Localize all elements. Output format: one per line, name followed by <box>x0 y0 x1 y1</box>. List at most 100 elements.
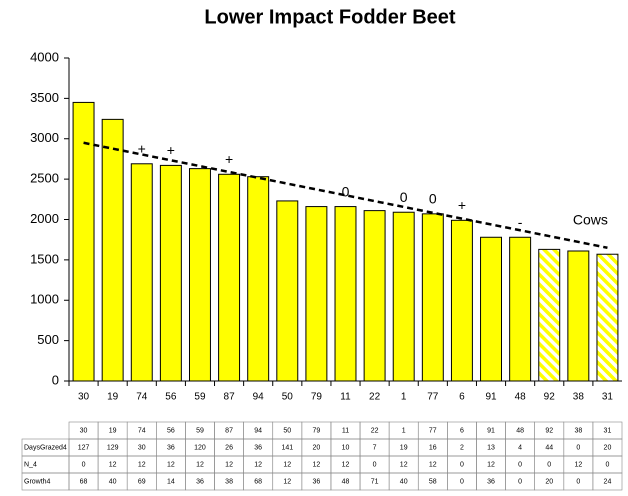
table-value: 12 <box>342 461 350 468</box>
bar <box>276 200 299 382</box>
x-tick-label: 48 <box>515 392 527 403</box>
bar <box>188 168 211 382</box>
x-tick-label: 19 <box>107 392 119 403</box>
table-value: 12 <box>254 461 262 468</box>
table-value: 127 <box>78 444 90 451</box>
table-header: 50 <box>283 427 291 434</box>
table-header: 56 <box>167 427 175 434</box>
table-value: 0 <box>605 461 609 468</box>
chart-title: Lower Impact Fodder Beet <box>204 6 455 28</box>
table-value: 0 <box>460 478 464 485</box>
table-header: 19 <box>109 427 117 434</box>
table-value: 12 <box>225 461 233 468</box>
table-value: 36 <box>254 444 262 451</box>
table-value: 12 <box>429 461 437 468</box>
bar <box>101 118 124 382</box>
table-header: 79 <box>312 427 320 434</box>
table-header: 1 <box>402 427 406 434</box>
table-value: 16 <box>429 444 437 451</box>
bar <box>363 210 386 382</box>
table-value: 7 <box>373 444 377 451</box>
x-tick-label: 56 <box>165 392 177 403</box>
table-header: 22 <box>371 427 379 434</box>
table-value: 120 <box>194 444 206 451</box>
table-header: 30 <box>80 427 88 434</box>
bar <box>130 163 153 382</box>
table-header: 11 <box>342 427 349 434</box>
table-value: 12 <box>400 461 408 468</box>
table-value: 38 <box>225 478 233 485</box>
table-header: 38 <box>574 427 582 434</box>
table-value: 36 <box>167 444 175 451</box>
annotation: + <box>458 197 466 213</box>
table-value: 36 <box>196 478 204 485</box>
x-tick-label: 22 <box>369 392 381 403</box>
table-value: 19 <box>400 444 408 451</box>
table-value: 58 <box>429 478 437 485</box>
x-tick-label: 38 <box>573 392 585 403</box>
table-header: 74 <box>138 427 146 434</box>
table-value: 12 <box>312 461 320 468</box>
table-value: 12 <box>196 461 204 468</box>
x-tick-label: 79 <box>311 392 323 403</box>
x-tick-label: 11 <box>340 392 351 403</box>
x-tick-label: 6 <box>459 392 465 403</box>
y-tick-label: 0 <box>52 372 59 387</box>
bar <box>596 253 619 382</box>
bar <box>480 236 503 382</box>
table-header: 94 <box>254 427 262 434</box>
table-value: 30 <box>138 444 146 451</box>
y-tick-label: 3000 <box>30 130 59 145</box>
y-tick-label: 2000 <box>30 211 59 226</box>
table-value: 141 <box>281 444 293 451</box>
y-tick-label: 2500 <box>30 171 59 186</box>
table-value: 12 <box>283 478 291 485</box>
bar <box>218 173 241 382</box>
table-value: 24 <box>604 478 612 485</box>
table-header: 87 <box>225 427 233 434</box>
table-value: 44 <box>545 444 553 451</box>
x-tick-label: 92 <box>544 392 556 403</box>
table-value: 0 <box>518 461 522 468</box>
bar <box>392 211 415 382</box>
bar <box>567 250 590 382</box>
bar <box>72 101 95 382</box>
table-value: 12 <box>138 461 146 468</box>
table-value: 14 <box>167 478 175 485</box>
table-value: 12 <box>167 461 175 468</box>
table-value: 0 <box>460 461 464 468</box>
table-value: 12 <box>109 461 117 468</box>
table-value: 4 <box>518 444 522 451</box>
row-label: Growth4 <box>24 478 51 485</box>
annotation: 0 <box>400 189 408 205</box>
table-value: 20 <box>312 444 320 451</box>
y-tick-label: 3500 <box>30 90 59 105</box>
table-value: 20 <box>545 478 553 485</box>
y-tick-label: 1500 <box>30 251 59 266</box>
x-tick-label: 77 <box>427 392 439 403</box>
x-tick-label: 31 <box>602 392 614 403</box>
x-tick-label: 94 <box>253 392 265 403</box>
table-value: 2 <box>460 444 464 451</box>
table-value: 12 <box>283 461 291 468</box>
y-tick-label: 4000 <box>30 49 59 64</box>
table-value: 48 <box>342 478 350 485</box>
x-tick-label: 30 <box>78 392 90 403</box>
bar <box>334 206 357 382</box>
bar <box>159 164 182 382</box>
annotation: + <box>225 151 233 167</box>
table-header: 77 <box>429 427 437 434</box>
bar <box>450 219 473 382</box>
bar <box>247 176 270 382</box>
x-tick-label: 1 <box>401 392 407 403</box>
y-tick-label: 1000 <box>30 292 59 307</box>
x-tick-label: 74 <box>136 392 148 403</box>
table-value: 26 <box>225 444 233 451</box>
y-tick-label: 500 <box>37 332 59 347</box>
table-value: 13 <box>487 444 495 451</box>
table-value: 0 <box>576 478 580 485</box>
row-label: N_4 <box>24 461 37 468</box>
table-value: 20 <box>604 444 612 451</box>
table-value: 0 <box>82 461 86 468</box>
